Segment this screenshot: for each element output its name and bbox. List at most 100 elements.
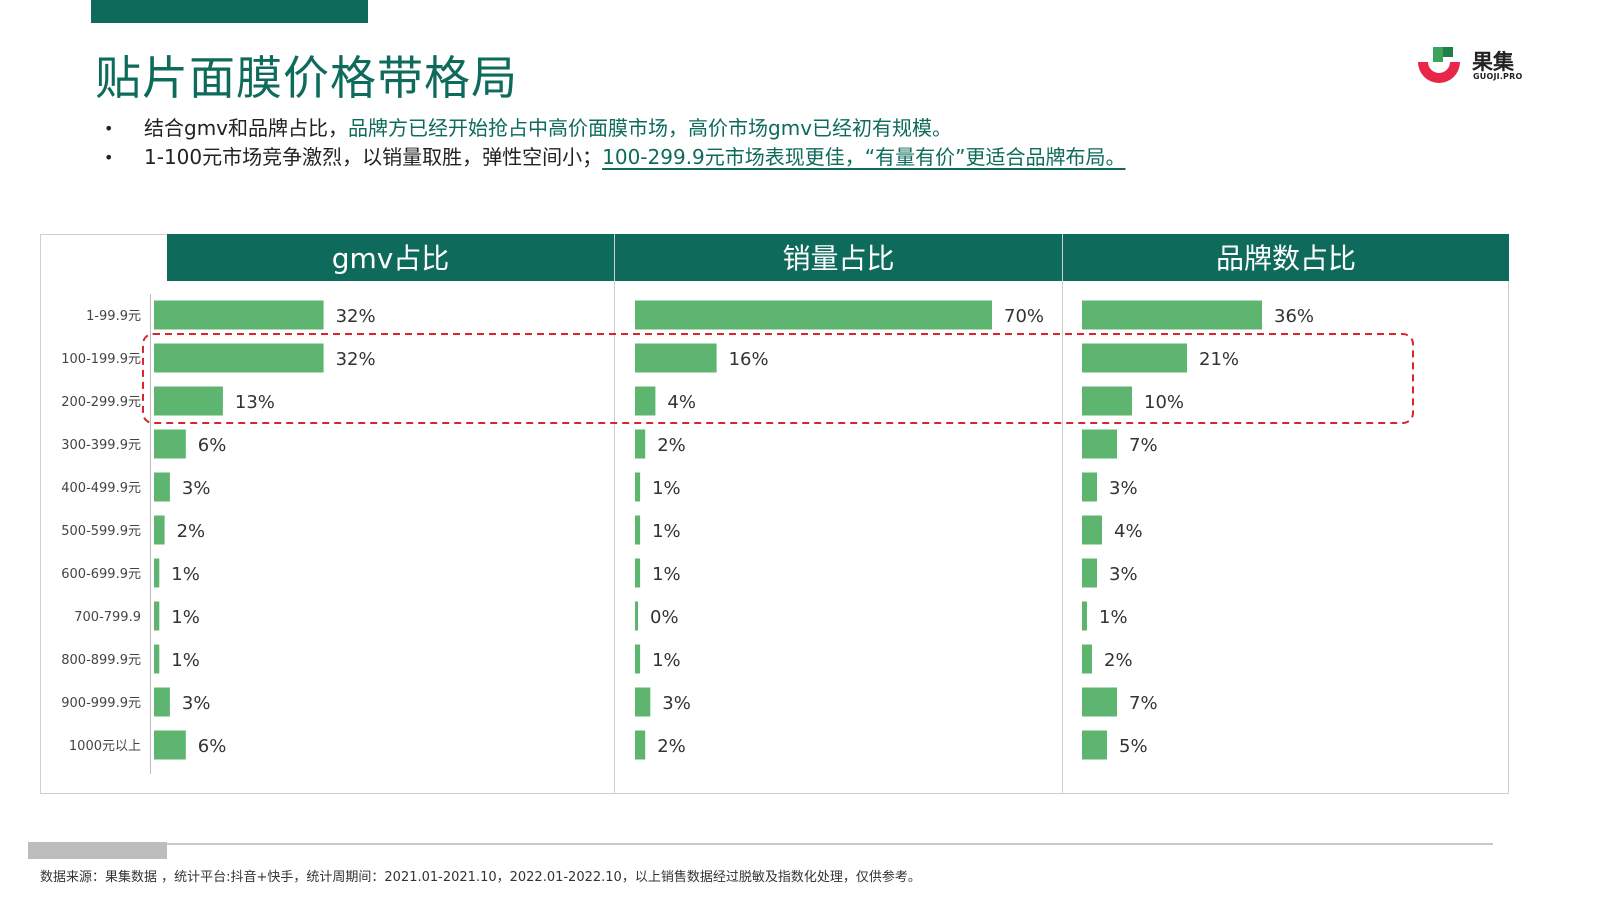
bar-value-label: 4%	[667, 392, 696, 413]
footer-tab	[28, 842, 167, 859]
panel-header-title: gmv占比	[332, 242, 450, 275]
bar-value-label: 3%	[182, 478, 211, 499]
category-label: 200-299.9元	[61, 395, 141, 410]
data-source-note: 数据来源：果集数据 ，统计平台:抖音+快手，统计周期间：2021.01-2021…	[40, 870, 921, 885]
bar	[154, 300, 324, 330]
bar-value-label: 70%	[1004, 306, 1044, 327]
panel-header	[167, 234, 614, 281]
bar	[154, 343, 324, 373]
footer-divider	[28, 843, 1493, 845]
bar-value-label: 3%	[662, 693, 691, 714]
bar-value-label: 1%	[652, 564, 681, 585]
bullet-text: 1-100元市场竞争激烈，以销量取胜，弹性空间小；	[144, 145, 603, 169]
logo-mark-icon	[1418, 47, 1460, 83]
bar-value-label: 1%	[652, 478, 681, 499]
category-label: 900-999.9元	[61, 696, 141, 711]
bar	[635, 343, 717, 373]
bar-value-label: 16%	[729, 349, 769, 370]
price-band-chart: 1-99.9元 100-199.9元 200-299.9元 300-399.9元 400…	[40, 234, 1510, 795]
bar-value-label: 36%	[1274, 306, 1314, 327]
category-label: 1000元以上	[69, 739, 141, 754]
bar	[154, 558, 160, 588]
bar-value-label: 3%	[1109, 564, 1138, 585]
bar	[1082, 601, 1087, 631]
bar-value-label: 2%	[1104, 650, 1133, 671]
bar	[635, 472, 641, 502]
bullet-highlight: 100-299.9元市场表现更佳，“有量有价”更适合品牌布局。	[602, 145, 1126, 169]
brand-logo: 果集 GUOJI.PRO	[1412, 44, 1532, 94]
category-label: 600-699.9元	[61, 567, 141, 582]
bar	[635, 687, 651, 717]
summary-bullets: 结合gmv和品牌占比，品牌方已经开始抢占中高价面膜市场，高价市场gmv已经初有规…	[100, 114, 1126, 172]
bar-value-label: 2%	[657, 736, 686, 757]
panel-header-title: 销量占比	[782, 242, 894, 275]
bar	[1082, 343, 1187, 373]
bar-value-label: 6%	[198, 435, 227, 456]
bar-value-label: 7%	[1129, 693, 1158, 714]
bar	[635, 429, 646, 459]
bar	[154, 386, 223, 416]
bar	[635, 601, 638, 631]
bar	[1082, 730, 1107, 760]
panel-header-title: 品牌数占比	[1216, 242, 1356, 275]
logo-name: 果集	[1472, 50, 1514, 74]
bar	[154, 730, 186, 760]
bar	[635, 515, 641, 545]
bar-value-label: 32%	[336, 306, 376, 327]
bar-value-label: 0%	[650, 607, 679, 628]
category-label: 800-899.9元	[61, 653, 141, 668]
bar	[1082, 472, 1097, 502]
bar-value-label: 1%	[171, 650, 200, 671]
bar	[635, 730, 646, 760]
bar-value-label: 3%	[182, 693, 211, 714]
bar-value-label: 2%	[657, 435, 686, 456]
page-title: 贴片面膜价格带格局	[95, 51, 518, 105]
bar	[1082, 644, 1092, 674]
bar	[1082, 558, 1097, 588]
category-label: 100-199.9元	[61, 352, 141, 367]
bar-value-label: 1%	[652, 521, 681, 542]
bar	[635, 644, 641, 674]
bar	[635, 386, 656, 416]
bar-value-label: 6%	[198, 736, 227, 757]
bar-value-label: 32%	[336, 349, 376, 370]
bar	[154, 644, 160, 674]
bar-value-label: 2%	[177, 521, 206, 542]
category-label: 300-399.9元	[61, 438, 141, 453]
bullet-highlight: 品牌方已经开始抢占中高价面膜市场，高价市场gmv已经初有规模。	[348, 116, 953, 140]
panel-header	[615, 234, 1062, 281]
bar-value-label: 3%	[1109, 478, 1138, 499]
bar-value-label: 1%	[171, 564, 200, 585]
bar-value-label: 5%	[1119, 736, 1148, 757]
bullet-item: 结合gmv和品牌占比，品牌方已经开始抢占中高价面膜市场，高价市场gmv已经初有规…	[100, 114, 1126, 143]
bar	[154, 429, 186, 459]
bar	[154, 472, 170, 502]
bar	[1082, 515, 1102, 545]
top-accent-bar	[91, 0, 368, 23]
bar	[1082, 300, 1262, 330]
category-label: 500-599.9元	[61, 524, 141, 539]
bar-value-label: 10%	[1144, 392, 1184, 413]
bar	[1082, 687, 1117, 717]
bar-value-label: 21%	[1199, 349, 1239, 370]
bar	[635, 558, 641, 588]
bullet-text: 结合gmv和品牌占比，	[144, 116, 349, 140]
bar-value-label: 1%	[652, 650, 681, 671]
highlight-box	[142, 333, 1414, 424]
chart-svg: 1-99.9元 100-199.9元 200-299.9元 300-399.9元 400…	[40, 234, 1509, 794]
bar-value-label: 7%	[1129, 435, 1158, 456]
bar	[154, 687, 170, 717]
bar	[1082, 386, 1132, 416]
bar-value-label: 13%	[235, 392, 275, 413]
bar	[154, 601, 160, 631]
panel-header	[1063, 234, 1509, 281]
bar	[635, 300, 992, 330]
bar	[154, 515, 165, 545]
logo-subtitle: GUOJI.PRO	[1473, 72, 1523, 81]
bar-value-label: 1%	[1099, 607, 1128, 628]
category-label: 400-499.9元	[61, 481, 141, 496]
bar-value-label: 4%	[1114, 521, 1143, 542]
bullet-item: 1-100元市场竞争激烈，以销量取胜，弹性空间小；100-299.9元市场表现更…	[100, 143, 1126, 172]
bar-value-label: 1%	[171, 607, 200, 628]
bar	[1082, 429, 1117, 459]
